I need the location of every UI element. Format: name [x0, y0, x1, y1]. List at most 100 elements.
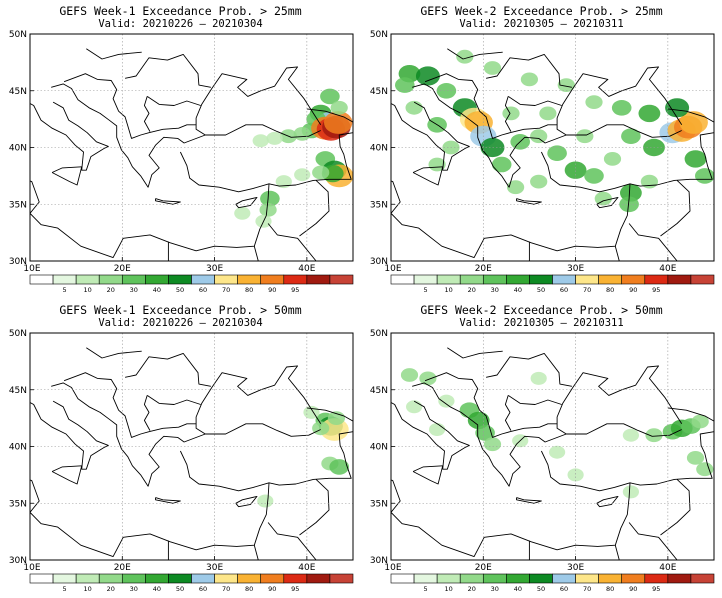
colorbar-swatch: [29, 274, 54, 285]
colorbar-swatch: [506, 573, 530, 584]
geography-line: [51, 166, 83, 186]
geography-line: [299, 180, 330, 237]
geography-line: [30, 101, 109, 171]
colorbar-swatch: [644, 274, 669, 285]
x-tick-label: 40E: [298, 563, 315, 573]
chart-panel-week2-50mm: GEFS Week-2 Exceedance Prob. > 50mm Vali…: [361, 299, 722, 598]
map-plot-area: [391, 333, 714, 560]
geography-line: [125, 352, 211, 387]
x-tick-label: 20E: [114, 264, 131, 274]
colorbar-label: 70: [583, 585, 591, 593]
colorbar-label: 95: [652, 286, 660, 294]
geography-line: [596, 495, 619, 508]
geography-line: [614, 246, 620, 261]
colorbar-label: 90: [629, 286, 637, 294]
colorbar-swatch: [413, 573, 438, 584]
colorbar-swatch: [121, 274, 146, 285]
y-tick-label: 45N: [370, 386, 388, 396]
geography-line: [667, 108, 714, 123]
colorbar-label: 60: [199, 286, 207, 294]
probability-cell: [252, 134, 269, 148]
geography-line: [30, 151, 270, 259]
geography-line: [306, 407, 353, 422]
colorbar-swatch: [529, 573, 553, 584]
probability-cell: [257, 494, 274, 508]
geography-line: [504, 96, 512, 132]
colorbar: 5 10 20 30 40 50 60 70 80 90 95: [29, 573, 354, 593]
colorbar-swatch: [75, 274, 100, 285]
colorbar-swatch: [260, 573, 285, 584]
probability-cell: [584, 168, 604, 184]
geography-line: [86, 347, 142, 359]
probability-cell: [640, 174, 658, 189]
x-tick-label: 30E: [206, 563, 223, 573]
chart-panel-week2-25mm: GEFS Week-2 Exceedance Prob. > 25mm Vali…: [361, 0, 722, 299]
geography-line: [628, 522, 678, 560]
map-plot-area: [30, 333, 353, 560]
colorbar-swatch: [214, 274, 238, 285]
probability-cell: [696, 462, 714, 477]
chart-title: GEFS Week-1 Exceedance Prob. > 25mm: [59, 4, 302, 18]
probability-cell: [564, 161, 587, 179]
probability-cell: [549, 445, 566, 459]
geography-line: [424, 372, 558, 438]
geography-line: [235, 196, 258, 209]
colorbar-swatch: [621, 274, 646, 285]
colorbar-label: 5: [63, 585, 67, 593]
probability-cell: [603, 152, 622, 166]
colorbar-label: 30: [130, 585, 138, 593]
colorbar-label: 40: [153, 286, 161, 294]
geography-line: [504, 395, 512, 431]
probability-cell: [622, 485, 639, 499]
colorbar-swatch: [667, 573, 692, 584]
colorbar-label: 95: [291, 585, 299, 593]
probability-cell: [547, 145, 567, 161]
probability-cell: [438, 394, 455, 408]
probability-cell: [686, 451, 705, 465]
geography-line: [51, 465, 83, 485]
geography-line: [268, 431, 353, 486]
geography-line: [143, 96, 151, 132]
colorbar-swatch: [667, 274, 692, 285]
probability-cell: [303, 405, 320, 419]
colorbar-label: 80: [606, 286, 614, 294]
geography-line: [30, 450, 270, 558]
geography-line: [391, 400, 470, 470]
probability-cell: [695, 168, 714, 184]
gridlines: [30, 333, 353, 560]
colorbar-swatch: [575, 573, 599, 584]
coastlines-and-borders: [30, 48, 353, 261]
colorbar-label: 20: [468, 585, 476, 593]
geography-line: [566, 124, 682, 138]
gridlines: [391, 333, 714, 560]
y-tick-label: 40N: [9, 144, 27, 154]
colorbar-label: 10: [445, 286, 453, 294]
colorbar-swatch: [145, 573, 169, 584]
geography-line: [63, 372, 197, 438]
colorbar-label: 30: [491, 585, 499, 593]
colorbar-swatch: [329, 573, 354, 584]
geography-line: [155, 198, 181, 205]
colorbar-swatch: [436, 274, 461, 285]
probability-cell: [638, 104, 661, 123]
probability-cell: [320, 88, 340, 105]
colorbar-label: 50: [537, 286, 545, 294]
x-tick-label: 10E: [23, 264, 40, 274]
colorbar-label: 60: [199, 585, 207, 593]
colorbar-swatch: [690, 573, 715, 584]
y-tick-label: 50N: [370, 30, 388, 40]
probability-cell: [585, 95, 603, 109]
colorbar-label: 80: [245, 585, 253, 593]
colorbar-label: 40: [153, 585, 161, 593]
geography-line: [391, 450, 631, 558]
probability-cell: [557, 78, 575, 92]
geography-line: [235, 495, 258, 508]
geography-line: [660, 479, 691, 536]
y-tick-label: 30N: [9, 257, 27, 267]
x-tick-label: 10E: [384, 264, 401, 274]
probability-cell: [436, 83, 457, 99]
coastlines-and-borders: [391, 48, 714, 261]
probability-cell: [594, 191, 612, 206]
probability-cell: [275, 175, 292, 189]
probability-cell: [611, 100, 632, 116]
